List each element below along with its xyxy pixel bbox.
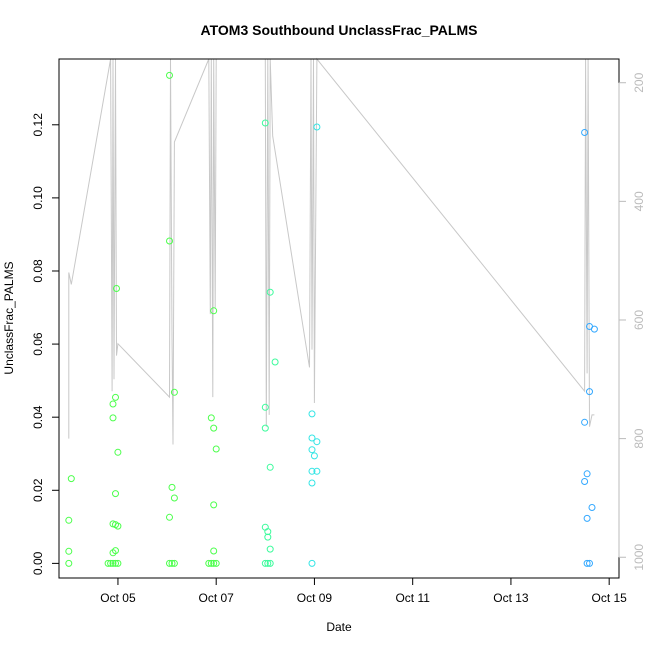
data-point [112,393,119,401]
data-point [308,446,316,454]
y-tick-label: 0.02 [31,478,45,502]
data-point [261,403,269,411]
y-tick-label: 0.00 [31,551,45,575]
data-point [168,559,176,567]
data-point [207,559,215,567]
data-point [109,400,117,408]
data-point [261,559,269,567]
data-point [308,410,316,418]
data-point [112,559,119,567]
data-point [261,523,269,531]
data-point [210,307,218,315]
data-point [205,559,213,567]
y2-tick-label: 800 [632,428,646,448]
x-tick-label: Oct 13 [493,591,529,605]
y-tick-label: 0.04 [31,405,45,429]
data-point [308,467,316,475]
data-point [586,559,593,567]
data-point [210,547,218,555]
x-axis: Oct 05 Oct 07 Oct 09 Oct 11 Oct 13 Oct 15 [100,577,627,605]
data-point [310,452,318,460]
data-point [113,285,120,292]
data-point [581,129,589,136]
data-point [210,424,218,432]
data-point [166,513,173,521]
data-point [586,388,593,396]
data-point [212,445,220,453]
x-tick-label: Oct 11 [395,591,430,605]
data-point [104,559,112,567]
data-point [581,418,589,426]
y2-tick-label: 600 [632,310,646,330]
y-axis: 0.00 0.02 0.04 0.06 0.08 0.10 0.12 [31,113,60,575]
y-axis-label: UnclassFrac_PALMS [2,261,16,374]
data-point [212,559,220,567]
data-point [313,438,321,446]
y-tick-label: 0.10 [31,186,45,210]
data-point [114,559,122,567]
data-point [266,463,274,471]
data-point [114,522,122,530]
data-point [114,448,122,456]
data-point [308,479,316,487]
data-point [168,483,176,491]
data-point [308,434,316,442]
data-point [112,547,119,555]
y2-tick-label: 400 [632,191,646,211]
data-point [210,501,218,509]
pressure-axis: 200 400 600 800 1000 [618,72,646,571]
data-point [266,545,274,553]
x-tick-label: Oct 07 [199,591,235,605]
data-point [170,494,178,502]
y-tick-label: 0.12 [31,113,45,137]
data-point [266,288,274,296]
plot-area [58,58,620,579]
data-point [271,358,279,366]
data-point [67,475,75,483]
data-point [261,424,269,432]
data-point [170,388,178,396]
y2-tick-label: 1000 [632,544,646,571]
y-tick-label: 0.06 [31,332,45,356]
chart-title: ATOM3 Southbound UnclassFrac_PALMS [201,22,478,38]
data-point [210,559,218,567]
data-point [112,490,119,498]
data-point [65,547,73,555]
x-tick-label: Oct 15 [591,591,627,605]
y2-tick-label: 200 [632,72,646,92]
data-point [207,414,215,422]
data-point [170,559,178,567]
data-point [313,123,321,131]
data-point [266,559,274,567]
data-point [166,237,173,245]
data-point [583,470,591,478]
data-point [261,119,269,127]
data-point [264,559,272,567]
data-point [109,414,117,422]
x-tick-label: Oct 05 [100,591,136,605]
data-point [109,559,117,567]
data-point [581,478,589,485]
data-point [166,71,173,79]
data-point [308,559,316,567]
data-point [313,467,321,475]
data-point [583,559,591,567]
altitude-line [68,57,595,445]
x-axis-label: Date [326,620,352,634]
data-point [588,504,596,511]
data-point [65,559,73,567]
data-points [65,71,598,567]
data-point [65,516,73,524]
y-tick-label: 0.08 [31,259,45,283]
data-point [583,514,591,522]
data-point [166,559,173,567]
x-tick-label: Oct 09 [297,591,333,605]
data-point [107,559,115,567]
altitude-track [68,57,595,445]
data-point [590,325,598,333]
